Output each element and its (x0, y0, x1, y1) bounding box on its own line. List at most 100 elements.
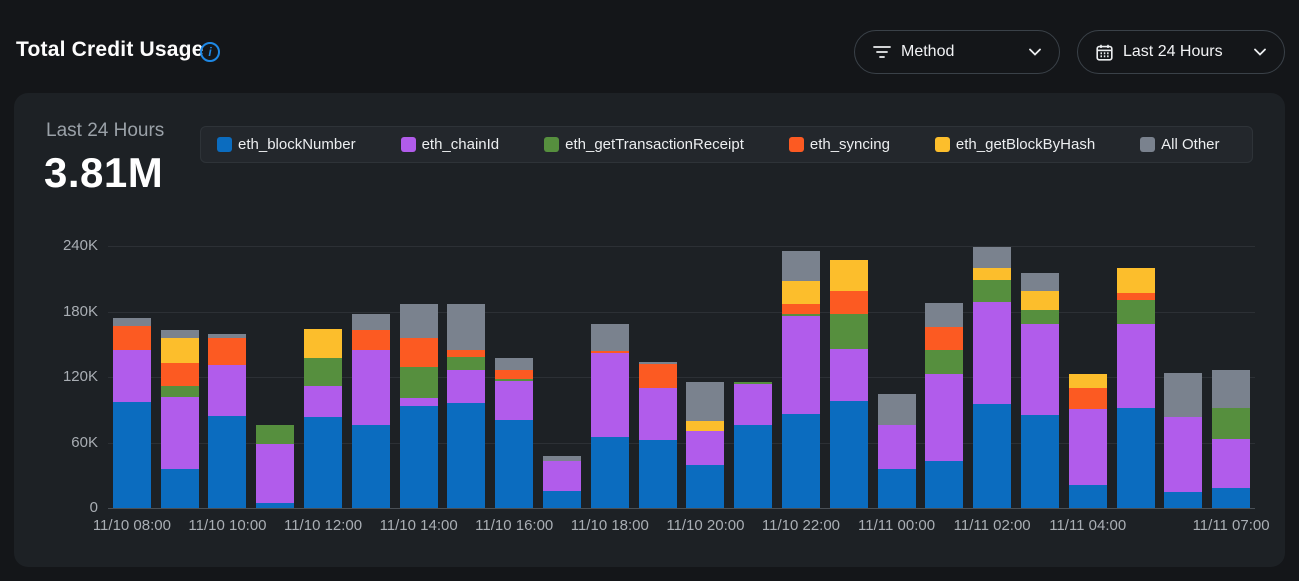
bar-segment-eth-getblockbyhash[interactable] (1020, 290, 1059, 311)
bar-segment-eth-gettransactionreceipt[interactable] (781, 313, 820, 316)
bar-segment-eth-getblockbyhash[interactable] (829, 260, 868, 291)
bar-segment-eth-chainid[interactable] (638, 387, 677, 441)
bar-segment-eth-gettransactionreceipt[interactable] (734, 381, 773, 384)
bar-segment-eth-getblockbyhash[interactable] (160, 337, 199, 363)
bar-segment-eth-blocknumber[interactable] (1020, 415, 1059, 508)
legend-item-all-other[interactable]: All Other (1140, 136, 1220, 153)
bar-segment-eth-gettransactionreceipt[interactable] (256, 425, 295, 444)
bar-segment-eth-blocknumber[interactable] (304, 417, 343, 508)
bar-segment-eth-gettransactionreceipt[interactable] (495, 379, 534, 382)
bar-segment-eth-syncing[interactable] (351, 330, 390, 350)
legend-item-eth-getblockbyhash[interactable]: eth_getBlockByHash (934, 136, 1095, 153)
bar-segment-all-other[interactable] (686, 382, 725, 421)
bar-segment-eth-blocknumber[interactable] (543, 490, 582, 508)
bar-segment-eth-chainid[interactable] (590, 353, 629, 438)
bar-segment-eth-blocknumber[interactable] (877, 468, 916, 508)
bar-segment-all-other[interactable] (543, 455, 582, 462)
bar-segment-eth-blocknumber[interactable] (208, 416, 247, 508)
bar-segment-eth-gettransactionreceipt[interactable] (1116, 299, 1155, 324)
bar-segment-eth-blocknumber[interactable] (447, 403, 486, 508)
bar-segment-all-other[interactable] (351, 313, 390, 331)
bar-segment-eth-syncing[interactable] (638, 363, 677, 388)
bar-segment-eth-chainid[interactable] (160, 396, 199, 469)
bar-segment-eth-syncing[interactable] (781, 303, 820, 314)
bar-segment-eth-blocknumber[interactable] (1116, 407, 1155, 508)
legend-item-eth-blocknumber[interactable]: eth_blockNumber (217, 136, 356, 153)
info-icon[interactable]: i (200, 42, 220, 62)
bar-segment-eth-getblockbyhash[interactable] (686, 420, 725, 431)
bar-segment-eth-gettransactionreceipt[interactable] (1020, 310, 1059, 324)
bar-segment-all-other[interactable] (877, 394, 916, 426)
bar-segment-eth-chainid[interactable] (256, 443, 295, 503)
bar-segment-eth-blocknumber[interactable] (590, 437, 629, 508)
bar-segment-eth-blocknumber[interactable] (638, 440, 677, 508)
bar-segment-eth-chainid[interactable] (543, 461, 582, 491)
bar-segment-eth-blocknumber[interactable] (1164, 491, 1203, 508)
bar-segment-eth-chainid[interactable] (495, 381, 534, 420)
bar-segment-all-other[interactable] (1020, 273, 1059, 291)
bar-segment-eth-syncing[interactable] (1116, 292, 1155, 300)
bar-segment-eth-blocknumber[interactable] (781, 414, 820, 508)
bar-segment-eth-getblockbyhash[interactable] (781, 280, 820, 304)
bar-segment-eth-blocknumber[interactable] (160, 468, 199, 508)
bar-segment-eth-gettransactionreceipt[interactable] (160, 385, 199, 397)
bar-segment-eth-chainid[interactable] (1116, 323, 1155, 408)
bar-segment-eth-syncing[interactable] (590, 350, 629, 353)
legend-item-eth-syncing[interactable]: eth_syncing (788, 136, 890, 153)
bar-segment-eth-gettransactionreceipt[interactable] (304, 358, 343, 386)
bar-segment-eth-chainid[interactable] (925, 373, 964, 462)
bar-segment-all-other[interactable] (208, 334, 247, 338)
bar-segment-eth-chainid[interactable] (1164, 417, 1203, 492)
bar-segment-eth-blocknumber[interactable] (351, 425, 390, 508)
bar-segment-eth-syncing[interactable] (925, 326, 964, 350)
bar-segment-eth-chainid[interactable] (973, 301, 1012, 405)
bar-segment-all-other[interactable] (1164, 372, 1203, 418)
bar-segment-eth-blocknumber[interactable] (256, 502, 295, 508)
bar-segment-eth-gettransactionreceipt[interactable] (925, 349, 964, 374)
bar-segment-eth-syncing[interactable] (447, 349, 486, 358)
bar-segment-eth-gettransactionreceipt[interactable] (447, 357, 486, 371)
bar-segment-eth-chainid[interactable] (399, 397, 438, 407)
bar-segment-eth-blocknumber[interactable] (829, 401, 868, 508)
bar-segment-eth-chainid[interactable] (1020, 323, 1059, 416)
bar-segment-eth-blocknumber[interactable] (399, 406, 438, 508)
bar-segment-eth-gettransactionreceipt[interactable] (973, 279, 1012, 302)
bar-segment-eth-chainid[interactable] (351, 349, 390, 426)
bar-segment-eth-blocknumber[interactable] (495, 419, 534, 508)
bar-segment-all-other[interactable] (590, 323, 629, 351)
bar-segment-eth-chainid[interactable] (208, 365, 247, 417)
bar-segment-eth-chainid[interactable] (447, 370, 486, 404)
legend-item-eth-gettransactionreceipt[interactable]: eth_getTransactionReceipt (544, 136, 744, 153)
bar-segment-eth-chainid[interactable] (734, 383, 773, 426)
bar-segment-eth-chainid[interactable] (781, 315, 820, 415)
bar-segment-eth-getblockbyhash[interactable] (973, 267, 1012, 280)
bar-segment-eth-chainid[interactable] (112, 349, 151, 403)
bar-segment-eth-gettransactionreceipt[interactable] (399, 367, 438, 398)
bar-segment-eth-blocknumber[interactable] (1068, 485, 1107, 508)
legend-item-eth-chainid[interactable]: eth_chainId (400, 136, 499, 153)
bar-segment-all-other[interactable] (925, 302, 964, 327)
bar-segment-eth-chainid[interactable] (877, 425, 916, 469)
bar-segment-eth-syncing[interactable] (208, 337, 247, 365)
bar-segment-all-other[interactable] (447, 303, 486, 350)
bar-segment-all-other[interactable] (1212, 370, 1251, 408)
bar-segment-all-other[interactable] (638, 362, 677, 364)
bar-segment-eth-chainid[interactable] (1212, 439, 1251, 489)
bar-segment-eth-getblockbyhash[interactable] (1116, 267, 1155, 293)
bar-segment-eth-blocknumber[interactable] (686, 465, 725, 508)
bar-segment-eth-blocknumber[interactable] (925, 461, 964, 508)
bar-segment-all-other[interactable] (112, 318, 151, 326)
bar-segment-eth-syncing[interactable] (160, 362, 199, 386)
bar-segment-eth-syncing[interactable] (829, 290, 868, 314)
bar-segment-eth-syncing[interactable] (399, 337, 438, 368)
bar-segment-eth-chainid[interactable] (686, 430, 725, 466)
bar-segment-all-other[interactable] (399, 303, 438, 338)
bar-segment-eth-syncing[interactable] (1068, 387, 1107, 409)
bar-segment-all-other[interactable] (973, 247, 1012, 268)
bar-segment-eth-getblockbyhash[interactable] (1068, 373, 1107, 388)
bar-segment-all-other[interactable] (495, 358, 534, 371)
bar-segment-eth-getblockbyhash[interactable] (304, 328, 343, 359)
bar-segment-eth-gettransactionreceipt[interactable] (829, 313, 868, 349)
bar-segment-eth-chainid[interactable] (304, 385, 343, 418)
bar-segment-eth-chainid[interactable] (1068, 408, 1107, 486)
